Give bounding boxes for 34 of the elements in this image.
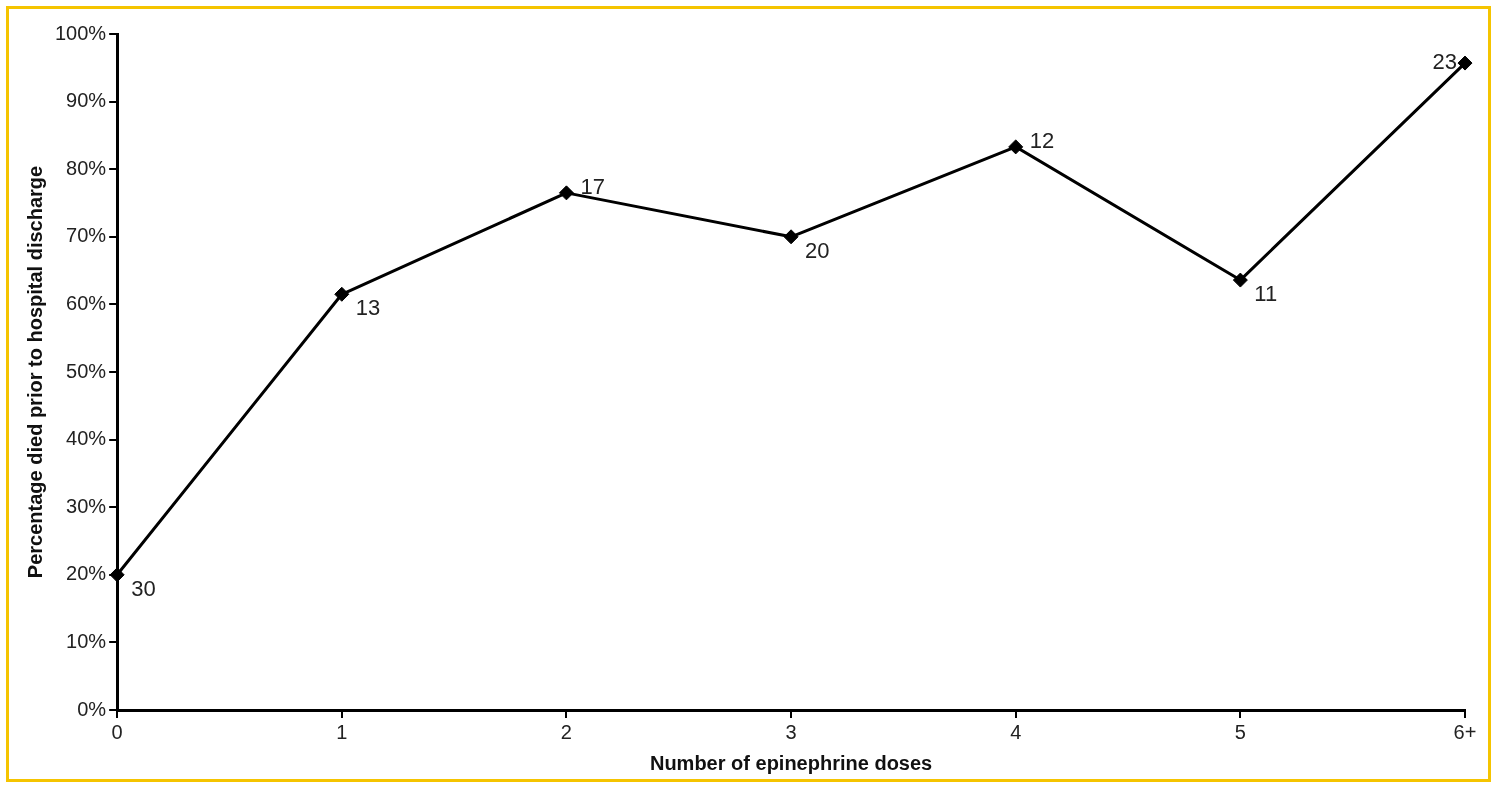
annotation: 13	[355, 295, 381, 321]
point	[558, 185, 574, 201]
annotation: 23	[1432, 49, 1457, 75]
y-tick-label: 40%	[66, 427, 107, 450]
y-tick-label: 90%	[66, 89, 107, 112]
annotation: 30	[131, 575, 156, 601]
point	[109, 567, 125, 583]
y-tick-label: 30%	[66, 494, 107, 517]
annotation: 11	[1254, 281, 1278, 307]
annotation: 17	[580, 173, 605, 199]
point	[1457, 55, 1473, 71]
x-tick-label: 2	[560, 720, 572, 743]
x-axis-title: Number of epinephrine doses	[649, 751, 933, 774]
point	[783, 229, 799, 245]
x-tick-label: 0	[111, 720, 123, 743]
annotation: 20	[805, 237, 830, 263]
y-tick-label: 100%	[55, 21, 107, 44]
y-tick-label: 70%	[66, 224, 107, 247]
y-tick-label: 20%	[66, 562, 107, 585]
x-tick-label: 5	[1234, 720, 1246, 743]
y-tick-label: 50%	[66, 359, 107, 382]
x-tick-label: 4	[1010, 720, 1022, 743]
point	[1008, 139, 1024, 155]
x-tick-label: 6+	[1453, 720, 1477, 743]
y-tick-label: 60%	[66, 291, 107, 314]
y-tick-label: 80%	[66, 156, 107, 179]
y-tick-label: 10%	[66, 629, 107, 652]
x-tick-label: 1	[336, 720, 348, 743]
annotation: 12	[1029, 127, 1055, 153]
x-tick-label: 3	[785, 720, 797, 743]
point	[1232, 272, 1248, 288]
point	[334, 286, 350, 302]
y-axis-title: Percentage died prior to hospital discharge	[23, 165, 46, 579]
y-tick-label: 0%	[77, 697, 107, 720]
